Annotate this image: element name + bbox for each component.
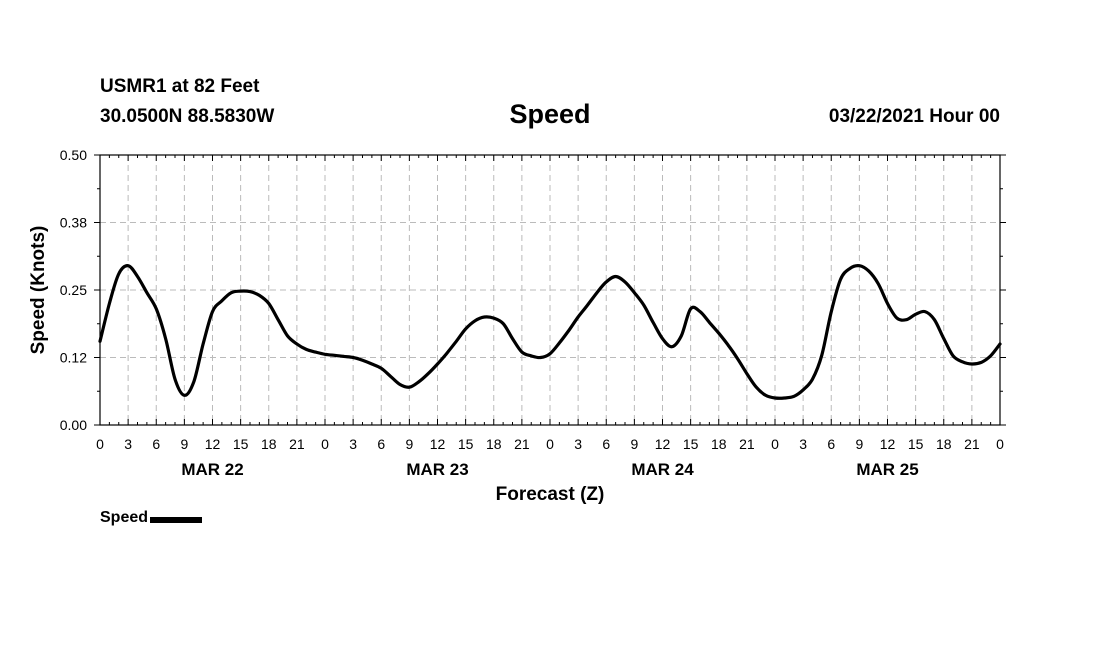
x-tick-label: 15: [683, 436, 699, 452]
series-layer: [98, 264, 1002, 400]
station-label: USMR1 at 82 Feet: [100, 76, 260, 97]
day-label: MAR 25: [856, 460, 918, 479]
day-label: MAR 22: [181, 460, 243, 479]
y-tick-label: 0.25: [60, 282, 87, 298]
x-tick-label: 3: [349, 436, 357, 452]
y-axis-title: Speed (Knots): [28, 226, 49, 355]
x-tick-label: 0: [546, 436, 554, 452]
x-tick-label: 21: [514, 436, 530, 452]
legend-line-swatch: [150, 517, 203, 523]
x-tick-label: 6: [602, 436, 610, 452]
x-tick-label: 0: [996, 436, 1004, 452]
legend: Speed: [100, 509, 203, 527]
x-tick-label: 21: [289, 436, 305, 452]
x-tick-label: 18: [711, 436, 727, 452]
x-tick-label: 21: [964, 436, 980, 452]
x-tick-label: 15: [233, 436, 249, 452]
axes: [94, 154, 1006, 426]
x-tick-label: 12: [205, 436, 221, 452]
x-tick-label: 21: [739, 436, 755, 452]
x-tick-label: 6: [827, 436, 835, 452]
x-tick-label: 6: [377, 436, 385, 452]
x-tick-label: 0: [771, 436, 779, 452]
x-tick-label: 9: [180, 436, 188, 452]
x-tick-label: 3: [124, 436, 132, 452]
speed-series-line: [98, 264, 1002, 400]
x-tick-label: 3: [799, 436, 807, 452]
x-tick-label: 9: [855, 436, 863, 452]
x-tick-label: 12: [880, 436, 896, 452]
x-tick-label: 0: [96, 436, 104, 452]
chart-title: Speed: [509, 99, 591, 129]
x-tick-label: 9: [630, 436, 638, 452]
x-tick-label: 15: [458, 436, 474, 452]
y-tick-label: 0.12: [60, 350, 87, 366]
x-tick-label: 18: [261, 436, 277, 452]
y-tick-label: 0.38: [60, 215, 87, 231]
legend-label: Speed: [100, 509, 149, 526]
y-tick-label: 0.00: [60, 417, 87, 433]
day-label: MAR 24: [631, 460, 694, 479]
axis-labels: 0 3 6 9 12 15 18 21 0 3 6 9 12 15 18 21 0 3 6 9 12 15 18 21 0 3 6 9…: [28, 147, 1004, 505]
x-axis-title: Forecast (Z): [496, 484, 605, 505]
day-label: MAR 23: [406, 460, 468, 479]
coordinates-label: 30.0500N 88.5830W: [100, 106, 275, 127]
forecast-run-time: 03/22/2021 Hour 00: [828, 106, 1000, 127]
x-tick-label: 18: [936, 436, 952, 452]
x-tick-label: 3: [574, 436, 582, 452]
y-tick-label: 0.50: [60, 147, 87, 163]
x-tick-label: 9: [405, 436, 413, 452]
x-tick-label: 12: [655, 436, 671, 452]
x-tick-label: 15: [908, 436, 924, 452]
x-tick-label: 12: [430, 436, 446, 452]
x-tick-label: 0: [321, 436, 329, 452]
x-tick-label: 6: [152, 436, 160, 452]
x-tick-label: 18: [486, 436, 502, 452]
plot-frame: [99, 154, 1001, 426]
